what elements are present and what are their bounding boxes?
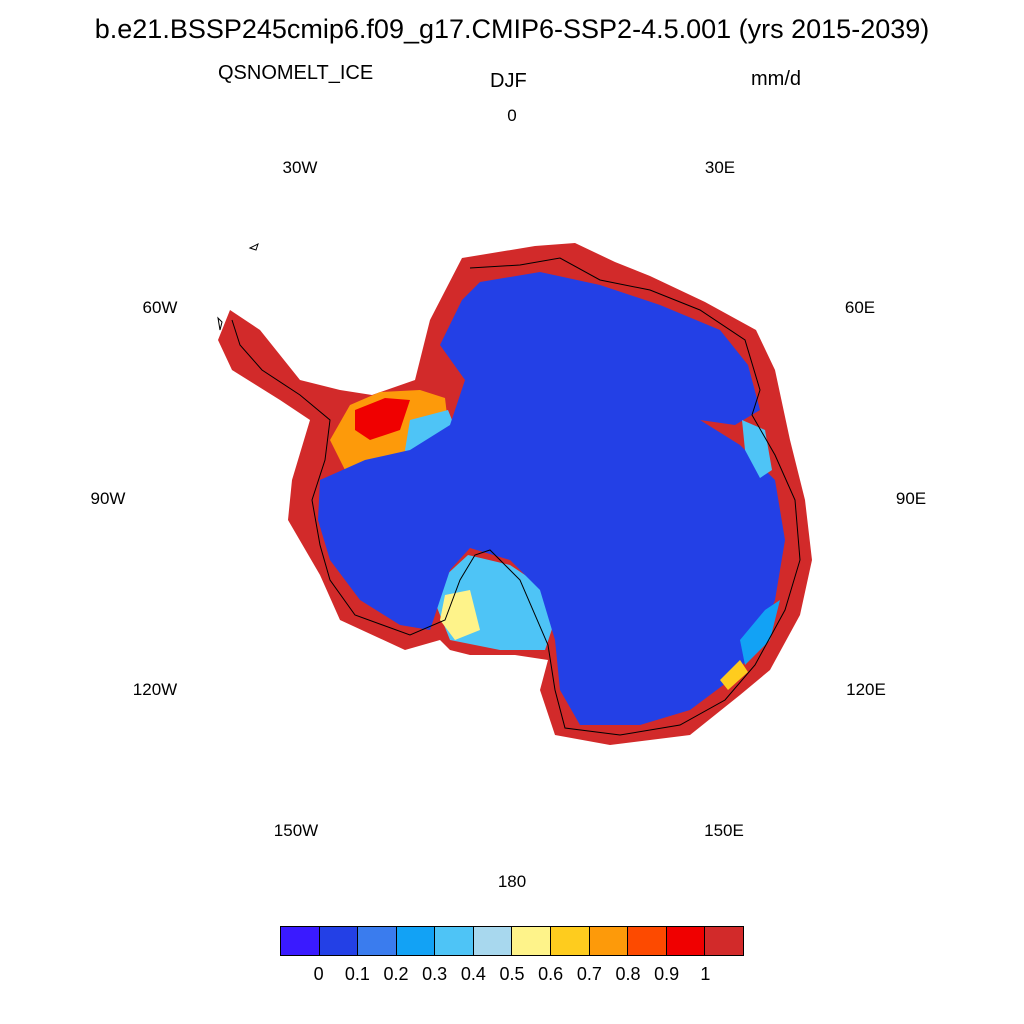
colorbar-swatch-10 [666, 927, 706, 955]
colorbar-swatch-6 [512, 927, 552, 955]
lon-label-60w: 60W [142, 298, 178, 317]
lon-label-120e: 120E [846, 680, 886, 699]
colorbar-tick-label: 0.2 [383, 964, 409, 984]
lon-label-60e: 60E [844, 298, 876, 317]
lon-label-30e: 30E [704, 158, 736, 177]
colorbar-tick-label: 0.3 [422, 964, 448, 984]
colorbar-tick-label: 0.6 [538, 964, 564, 984]
lon-label-30w: 30W [282, 158, 318, 177]
colorbar-swatch-7 [551, 927, 590, 955]
island-outline [248, 243, 259, 251]
colorbar-tick-label: 0.7 [576, 964, 602, 984]
colorbar-tick-label: 1 [700, 964, 711, 984]
colorbar-tick-label: 0.4 [460, 964, 486, 984]
lon-label-120w: 120W [132, 680, 178, 699]
colorbar-tick-label: 0.1 [344, 964, 370, 984]
units-label: mm/d [751, 68, 801, 90]
coastal-light-patch-east [742, 420, 772, 478]
colorbar-tick-label: 0 [313, 964, 324, 984]
island-outline-2 [217, 316, 223, 331]
lon-label-0: 0 [507, 106, 517, 125]
lon-label-150w: 150W [273, 821, 319, 840]
coastal-yellow-patch-southeast [720, 660, 748, 690]
colorbar-swatch-9 [628, 927, 667, 955]
season-label: DJF [490, 70, 527, 92]
colorbar-tick-label: 0.5 [499, 964, 525, 984]
lon-label-150e: 150E [704, 821, 744, 840]
coastal-light-patch-southeast [740, 600, 780, 665]
colorbar-tick-label: 0.8 [615, 964, 641, 984]
variable-label: QSNOMELT_ICE [218, 62, 374, 84]
colorbar-swatch-8 [589, 927, 629, 955]
colorbar-swatch-2 [358, 927, 397, 955]
map-title: b.e21.BSSP245cmip6.f09_g17.CMIP6-SSP2-4.… [94, 14, 930, 44]
lon-label-90e: 90E [895, 489, 927, 508]
lon-label-180: 180 [497, 872, 527, 891]
colorbar-tick-label: 0.9 [654, 964, 680, 984]
colorbar [280, 926, 744, 956]
colorbar-swatch-11 [705, 927, 743, 955]
lon-label-90w: 90W [90, 489, 126, 508]
colorbar-swatch-4 [435, 927, 474, 955]
colorbar-swatch-0 [281, 927, 320, 955]
ross-shelf-yellow [440, 590, 480, 640]
coastline [231, 257, 801, 736]
peninsula-hot-zone [355, 398, 410, 440]
colorbar-swatch-3 [396, 927, 436, 955]
colorbar-swatch-5 [473, 927, 513, 955]
ice-sheet-interior [318, 272, 785, 725]
colorbar-swatch-1 [319, 927, 359, 955]
